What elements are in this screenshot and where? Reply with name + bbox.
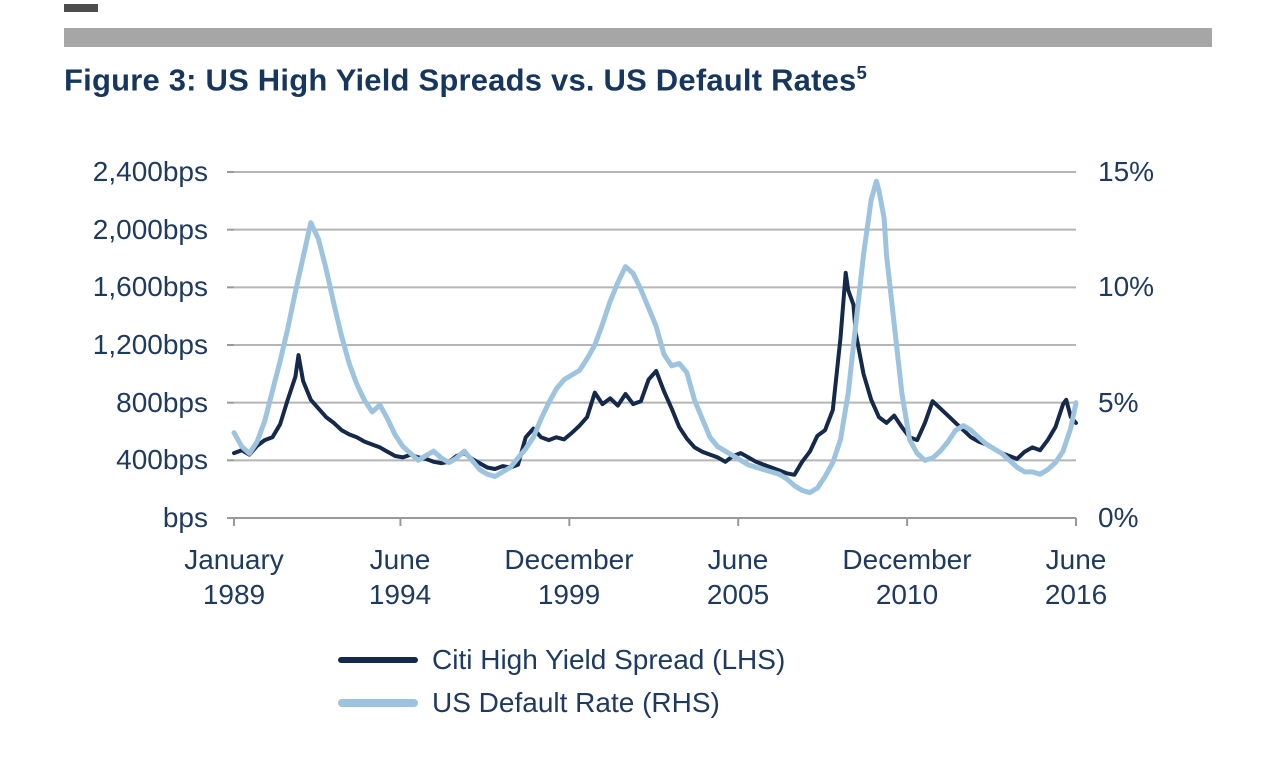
x-axis-tick-label: January 1989 <box>184 542 284 612</box>
left-axis-tick-label: 1,200bps <box>92 329 208 360</box>
left-axis-tick-label: 2,400bps <box>92 156 208 187</box>
right-axis-tick-label: 5% <box>1098 387 1139 418</box>
x-tick-year: 1989 <box>202 579 266 610</box>
figure-title: Figure 3: US High Yield Spreads vs. US D… <box>64 62 867 98</box>
legend-swatch-spread <box>338 657 418 663</box>
legend-label-default-rate: US Default Rate (RHS) <box>432 687 720 718</box>
legend-swatch-default-rate <box>338 699 418 707</box>
x-axis-tick-label: December 2010 <box>842 542 971 612</box>
x-axis-tick-label: June 1994 <box>369 542 431 612</box>
left-axis-tick-label: 2,000bps <box>92 214 208 245</box>
x-tick-month: June <box>1045 544 1107 575</box>
header-divider-band <box>64 28 1212 47</box>
left-axis-tick-label: 800bps <box>116 387 208 418</box>
left-axis-tick-label: bps <box>162 502 208 533</box>
x-tick-month: June <box>369 544 431 575</box>
right-axis-tick-label: 10% <box>1098 271 1155 302</box>
legend-item-spread: Citi High Yield Spread (LHS) <box>338 644 785 676</box>
x-tick-year: 2016 <box>1044 579 1108 610</box>
right-axis-tick-label: 15% <box>1098 156 1155 187</box>
x-axis-tick-label: June 2016 <box>1045 542 1107 612</box>
right-axis-tick-label: 0% <box>1098 502 1139 533</box>
x-tick-year: 1999 <box>537 579 601 610</box>
legend: Citi High Yield Spread (LHS) US Default … <box>338 644 785 730</box>
legend-label-spread: Citi High Yield Spread (LHS) <box>432 644 786 675</box>
left-axis-tick-label: 400bps <box>116 444 208 475</box>
title-footnote-superscript: 5 <box>856 62 868 83</box>
x-tick-year: 1994 <box>368 579 432 610</box>
x-tick-month: December <box>842 544 972 575</box>
page-top-accent-mark <box>64 4 98 12</box>
x-axis-tick-label: December 1999 <box>504 542 633 612</box>
legend-item-default-rate: US Default Rate (RHS) <box>338 687 785 719</box>
x-tick-year: 2010 <box>875 579 939 610</box>
left-axis-tick-label: 1,600bps <box>92 271 208 302</box>
x-tick-month: June <box>707 544 769 575</box>
x-tick-month: December <box>504 544 634 575</box>
figure-title-text: Figure 3: US High Yield Spreads vs. US D… <box>64 62 857 98</box>
x-axis-tick-label: June 2005 <box>707 542 769 612</box>
x-tick-month: January <box>184 544 284 575</box>
x-tick-year: 2005 <box>706 579 770 610</box>
